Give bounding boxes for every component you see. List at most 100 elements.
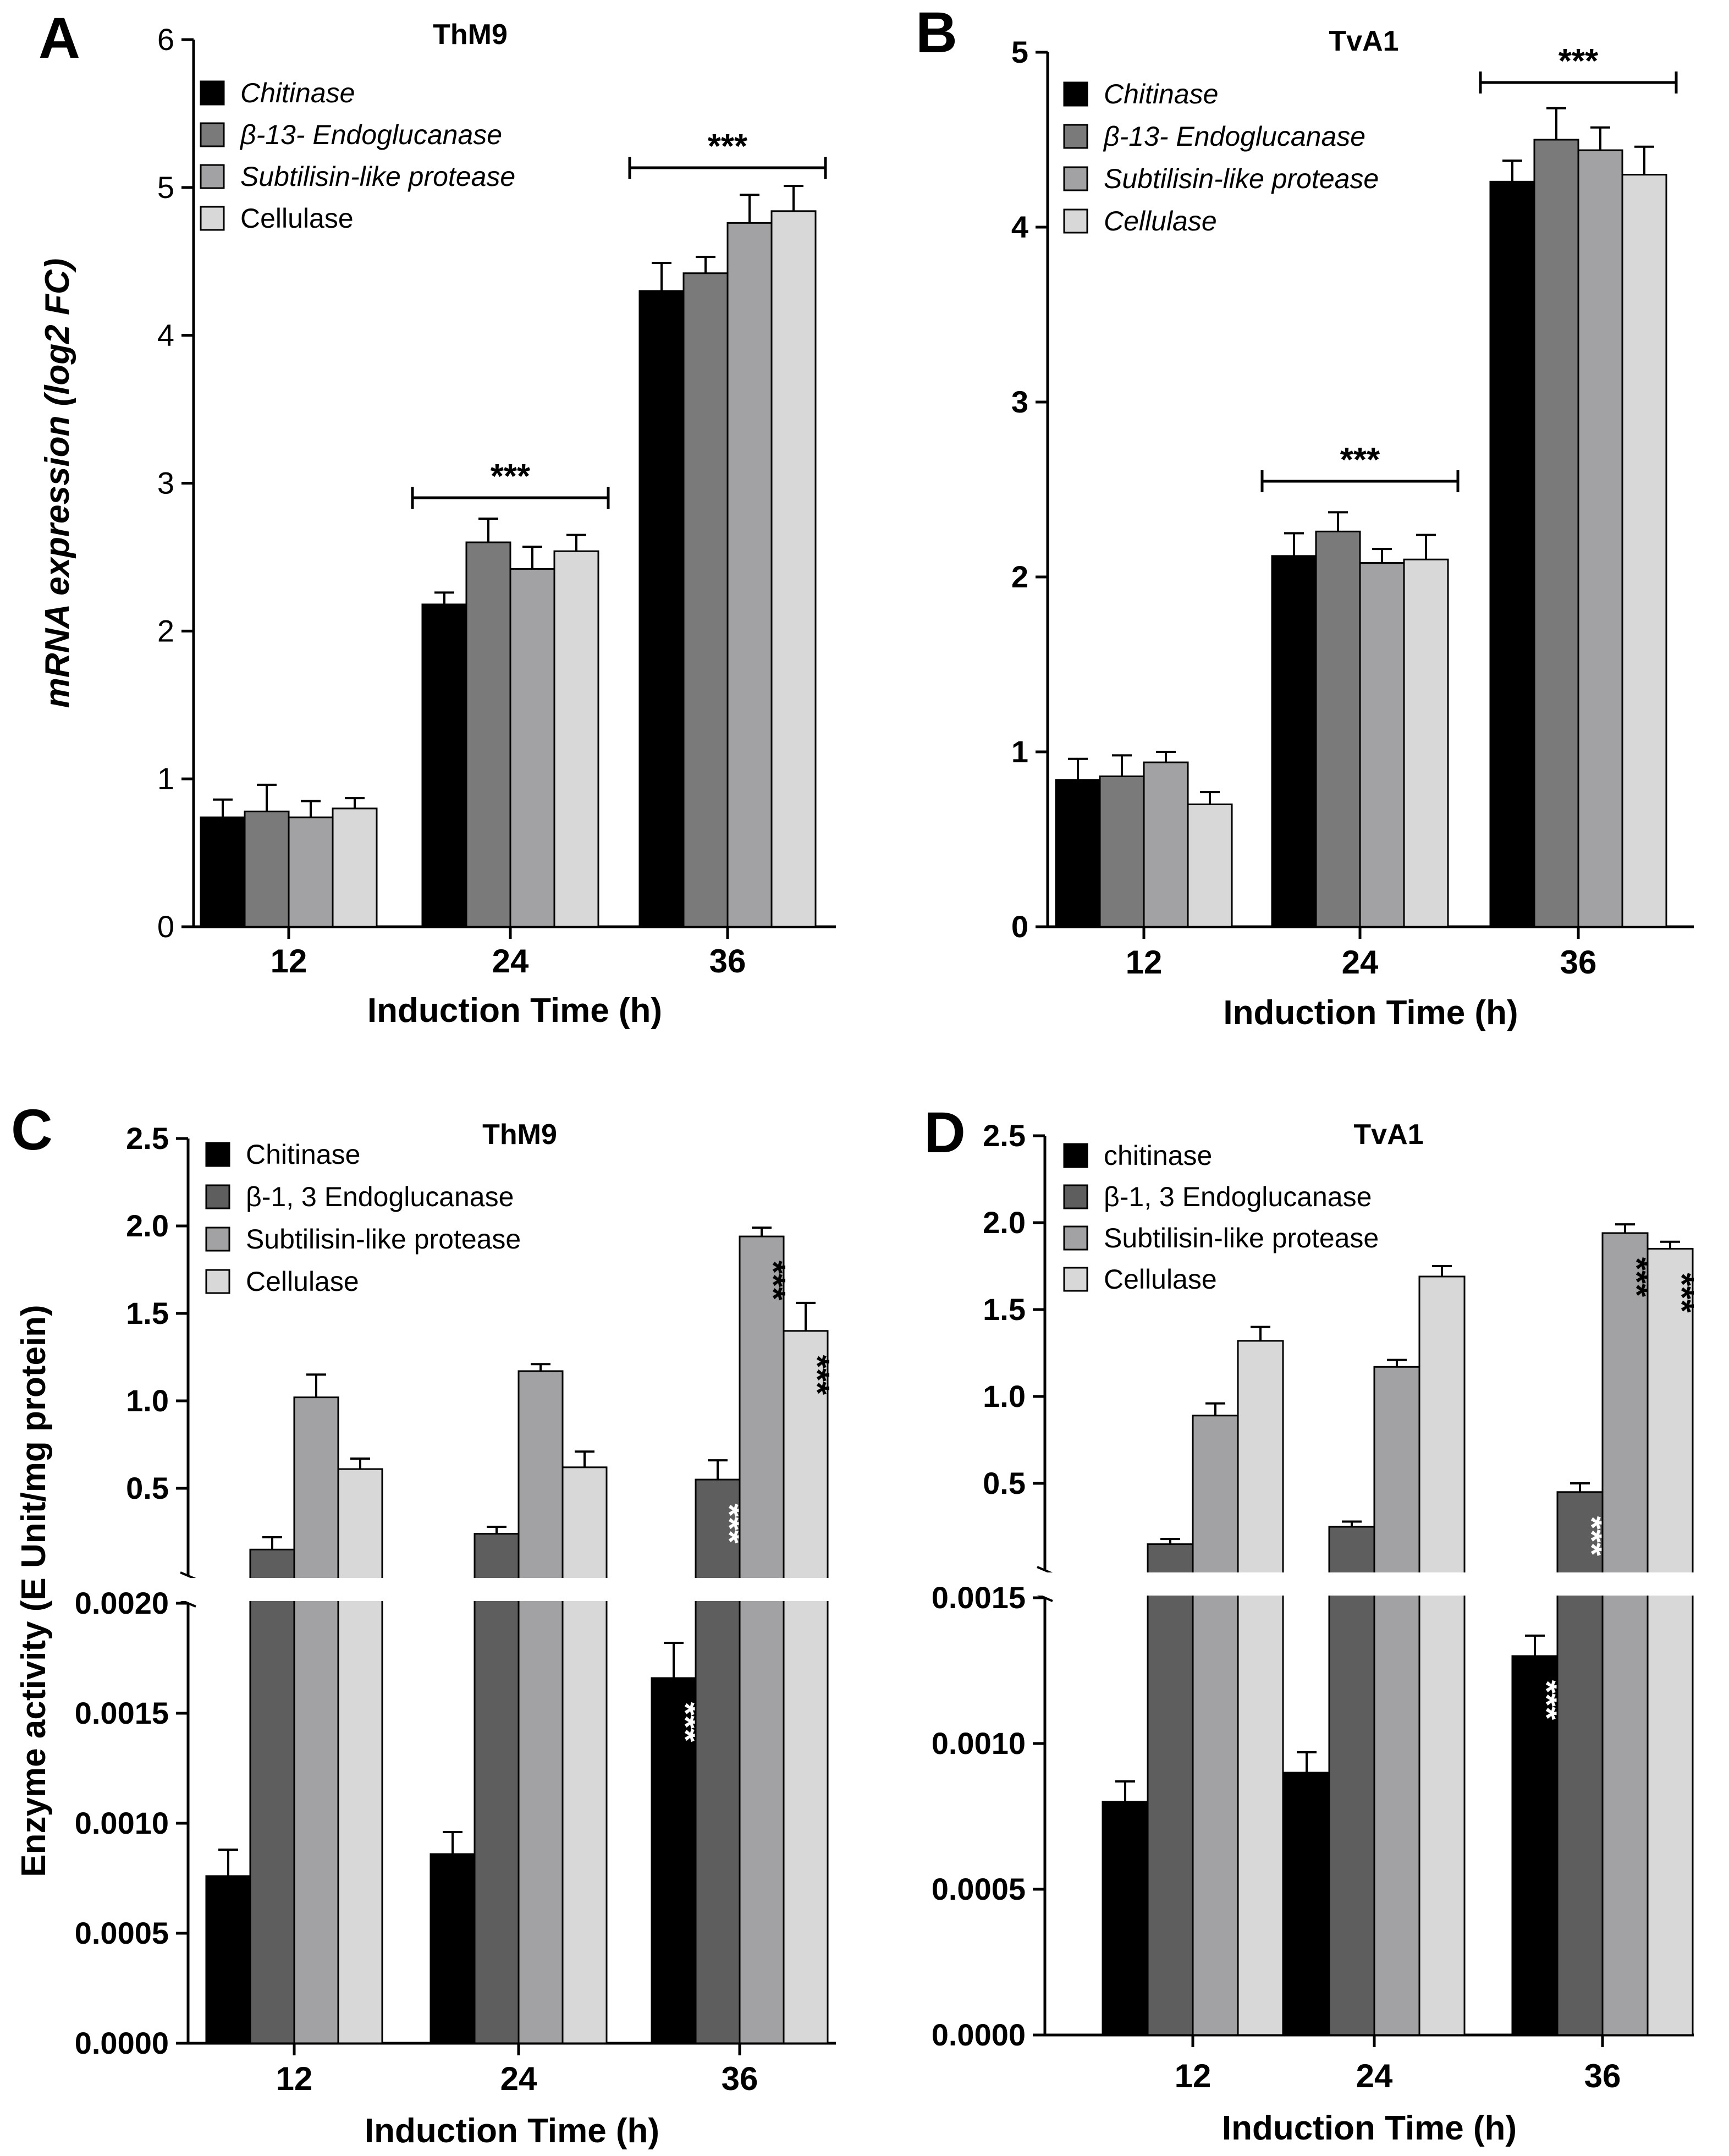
bar-chitinase-12 xyxy=(1055,779,1101,928)
panel-d-activity-tva1: D TvA1 0.0000 0.0005 0.0010 0.0015 0.5 1.0 1.5 2.… xyxy=(924,1101,1700,2147)
legend-label-cellulase: Cellulase xyxy=(1104,206,1217,237)
bar-cellulase-36 xyxy=(770,210,817,928)
legend-swatch-cellulase xyxy=(1063,1267,1088,1292)
legend-label-cellulase: Cellulase xyxy=(240,203,354,234)
bar-cellulase-12 xyxy=(332,807,378,928)
x-tick-label: 24 xyxy=(492,943,529,980)
y-tick-label-lower: 0.0000 xyxy=(932,2017,1026,2052)
bar-glucanase_A-24 xyxy=(1315,530,1361,928)
x-tick-label: 36 xyxy=(1584,2058,1621,2094)
bar-chitinase-12 xyxy=(205,1875,251,2044)
bar-glucanase_C-12 xyxy=(1147,1543,1194,2036)
bar-protease-24 xyxy=(1373,1366,1420,2036)
bar-chitinase-36 xyxy=(638,290,685,928)
legend-swatch-cellulase xyxy=(205,1269,230,1294)
legend-swatch-protease xyxy=(1063,1225,1088,1251)
bar-glucanase_A-24 xyxy=(465,541,511,928)
bar-cellulase-24 xyxy=(553,550,599,928)
bar-cellulase-12 xyxy=(1237,1340,1284,2036)
significance-stars-inside: *** xyxy=(798,1355,836,1395)
legend-label-protease: Subtilisin-like protease xyxy=(1104,163,1379,194)
legend-swatch-chitinase xyxy=(200,80,225,106)
bar-glucanase_A-12 xyxy=(244,810,290,928)
bar-chitinase-12 xyxy=(200,816,246,928)
panel-letter: B xyxy=(916,1,957,65)
significance-stars: *** xyxy=(1559,42,1599,80)
legend-label-glucanase_C: β-1, 3 Endoglucanase xyxy=(246,1181,514,1212)
y-tick-label-upper: 0.5 xyxy=(983,1466,1026,1500)
legend-label-chitinase: Chitinase xyxy=(240,78,355,108)
x-tick-label: 24 xyxy=(1342,944,1379,981)
y-tick-label-upper: 2.5 xyxy=(983,1118,1026,1153)
bar-protease-24 xyxy=(1359,562,1405,928)
y-tick-label: 2 xyxy=(1011,559,1028,594)
legend-swatch-chitinase xyxy=(205,1142,230,1167)
bar-glucanase_A-36 xyxy=(682,272,729,928)
chart-title: ThM9 xyxy=(482,1119,557,1151)
bar-glucanase_A-12 xyxy=(1099,776,1145,928)
y-tick-label-lower: 0.0010 xyxy=(932,1726,1026,1761)
y-tick-label-upper: 0.5 xyxy=(126,1471,169,1505)
legend-label-chitinase: chitinase xyxy=(1104,1140,1212,1171)
y-tick-label-upper: 1.0 xyxy=(126,1383,169,1418)
x-tick-label: 24 xyxy=(500,2060,537,2097)
y-tick-label: 4 xyxy=(157,318,174,353)
bar-cellulase-36 xyxy=(1647,1247,1694,2036)
bar-protease-36 xyxy=(739,1235,785,2044)
y-tick-label: 3 xyxy=(157,466,174,501)
panel-letter: A xyxy=(38,6,80,70)
bar-cellulase-24 xyxy=(1403,558,1449,928)
legend-swatch-protease xyxy=(200,164,225,189)
legend-swatch-chitinase xyxy=(1063,1143,1088,1168)
bar-glucanase_C-12 xyxy=(249,1548,295,2044)
bar-chitinase-24 xyxy=(1271,555,1317,928)
significance-stars-inside: *** xyxy=(1662,1273,1700,1313)
y-tick-label-lower: 0.0015 xyxy=(75,1696,169,1730)
y-axis-title: Enzyme activity (E Unit/mg protein) xyxy=(15,1305,53,1877)
x-tick-label: 12 xyxy=(271,943,307,980)
bar-protease-12 xyxy=(288,816,334,928)
y-tick-label: 3 xyxy=(1011,384,1028,419)
y-tick-label-lower: 0.0005 xyxy=(75,1916,169,1950)
y-tick-label: 0 xyxy=(1011,909,1028,944)
chart-title: TvA1 xyxy=(1353,1119,1423,1151)
significance-stars: *** xyxy=(1340,441,1380,479)
y-tick-label: 5 xyxy=(1011,35,1028,69)
panel-letter: C xyxy=(11,1098,53,1162)
bar-chitinase-24 xyxy=(430,1853,476,2044)
legend-label-cellulase: Cellulase xyxy=(246,1266,359,1297)
legend-swatch-glucanase_C xyxy=(205,1184,230,1209)
legend-label-protease: Subtilisin-like protease xyxy=(240,161,515,192)
bar-cellulase-36 xyxy=(783,1330,829,2044)
bar-glucanase_C-36 xyxy=(695,1478,741,2044)
legend-swatch-glucanase_A xyxy=(1063,124,1088,149)
legend-label-glucanase_C: β-1, 3 Endoglucanase xyxy=(1104,1181,1372,1212)
y-tick-label-upper: 2.5 xyxy=(126,1121,169,1156)
bar-chitinase-24 xyxy=(421,603,467,928)
y-tick-label-upper: 1.0 xyxy=(983,1379,1026,1414)
bar-protease-12 xyxy=(1143,761,1189,928)
legend-swatch-cellulase xyxy=(200,206,225,231)
bar-protease-12 xyxy=(293,1396,339,2044)
chart-title: TvA1 xyxy=(1329,25,1398,57)
legend-swatch-cellulase xyxy=(1063,208,1088,234)
y-tick-label: 4 xyxy=(1011,210,1028,244)
panel-letter: D xyxy=(924,1101,966,1165)
bar-cellulase-12 xyxy=(1187,803,1233,928)
legend-swatch-chitinase xyxy=(1063,81,1088,107)
x-tick-label: 36 xyxy=(722,2060,758,2097)
y-tick-label-lower: 0.0020 xyxy=(75,1586,169,1620)
axis-break-gap xyxy=(1028,1572,1699,1596)
y-tick-label-lower: 0.0005 xyxy=(932,1872,1026,1906)
y-tick-label-upper: 1.5 xyxy=(983,1292,1026,1327)
bar-glucanase_A-36 xyxy=(1533,139,1579,928)
x-tick-label: 12 xyxy=(1175,2058,1212,2094)
bar-chitinase-36 xyxy=(1489,180,1535,928)
legend-label-protease: Subtilisin-like protease xyxy=(246,1224,521,1255)
y-tick-label-lower: 0.0010 xyxy=(75,1806,169,1840)
legend-label-chitinase: Chitinase xyxy=(1104,79,1218,109)
x-tick-label: 36 xyxy=(1560,944,1597,981)
x-tick-label: 12 xyxy=(276,2060,313,2097)
significance-stars: *** xyxy=(708,128,748,166)
